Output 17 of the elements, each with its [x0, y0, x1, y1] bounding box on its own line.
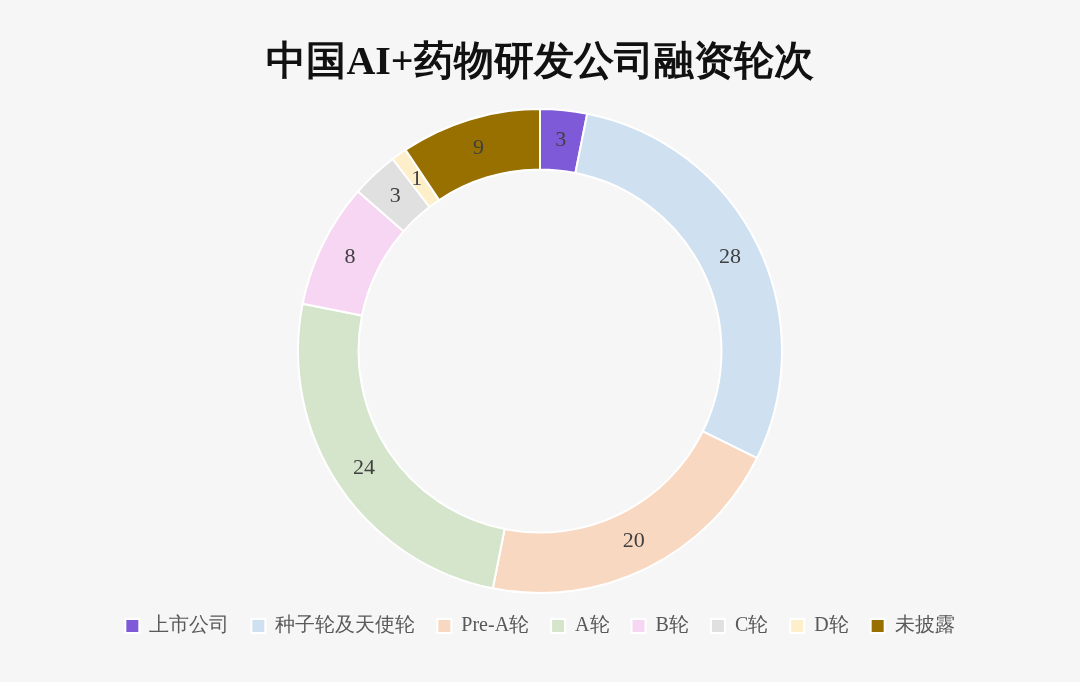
- data-label: 9: [473, 134, 485, 160]
- chart-title: 中国AI+药物研发公司融资轮次: [266, 38, 814, 84]
- legend-label: B轮: [655, 613, 689, 636]
- legend-label: 未披露: [894, 613, 955, 636]
- legend-label: D轮: [814, 613, 849, 636]
- legend-label: 种子轮及天使轮: [275, 613, 416, 636]
- legend-label: 上市公司: [149, 613, 230, 636]
- data-label: 20: [622, 526, 645, 552]
- data-label: 24: [352, 454, 375, 480]
- data-label: 3: [389, 182, 401, 208]
- legend-label: Pre-A轮: [461, 613, 530, 636]
- data-label: 1: [411, 164, 423, 190]
- data-label: 3: [555, 126, 567, 152]
- legend-label: C轮: [734, 613, 769, 636]
- data-label: 8: [344, 243, 356, 269]
- legend-label: A轮: [575, 613, 610, 636]
- data-label: 28: [718, 243, 741, 269]
